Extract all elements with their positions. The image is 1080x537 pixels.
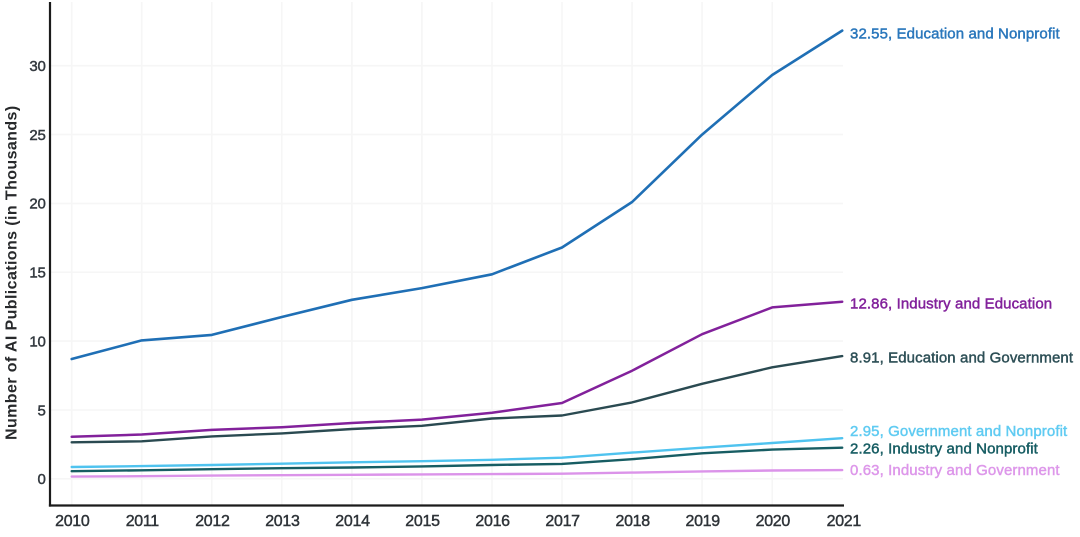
svg-text:0.63, Industry and Government: 0.63, Industry and Government xyxy=(850,462,1060,479)
svg-text:2013: 2013 xyxy=(265,513,300,530)
svg-text:2020: 2020 xyxy=(756,513,791,530)
svg-text:2.95, Government and Nonprofit: 2.95, Government and Nonprofit xyxy=(850,423,1068,440)
svg-text:2018: 2018 xyxy=(615,513,650,530)
svg-text:2021: 2021 xyxy=(827,513,862,530)
svg-text:8.91, Education and Government: 8.91, Education and Government xyxy=(850,349,1074,366)
svg-text:2019: 2019 xyxy=(685,513,720,530)
svg-text:32.55, Education and Nonprofit: 32.55, Education and Nonprofit xyxy=(850,25,1061,42)
svg-text:2.26, Industry and Nonprofit: 2.26, Industry and Nonprofit xyxy=(850,440,1039,457)
svg-text:2011: 2011 xyxy=(126,513,160,530)
svg-text:Number of AI Publications (in: Number of AI Publications (in Thousands) xyxy=(4,105,21,440)
svg-text:2016: 2016 xyxy=(475,513,510,530)
svg-text:2015: 2015 xyxy=(405,513,440,530)
svg-text:2017: 2017 xyxy=(545,513,580,530)
svg-text:5: 5 xyxy=(37,402,45,419)
svg-text:12.86, Industry and Education: 12.86, Industry and Education xyxy=(850,295,1052,312)
svg-text:2014: 2014 xyxy=(335,513,370,530)
svg-text:20: 20 xyxy=(29,196,45,213)
svg-text:2010: 2010 xyxy=(55,513,90,530)
svg-text:0: 0 xyxy=(37,471,45,488)
svg-text:2012: 2012 xyxy=(195,513,230,530)
svg-text:15: 15 xyxy=(29,265,45,282)
svg-text:25: 25 xyxy=(29,127,45,144)
svg-text:30: 30 xyxy=(29,58,45,75)
svg-text:10: 10 xyxy=(29,333,45,350)
